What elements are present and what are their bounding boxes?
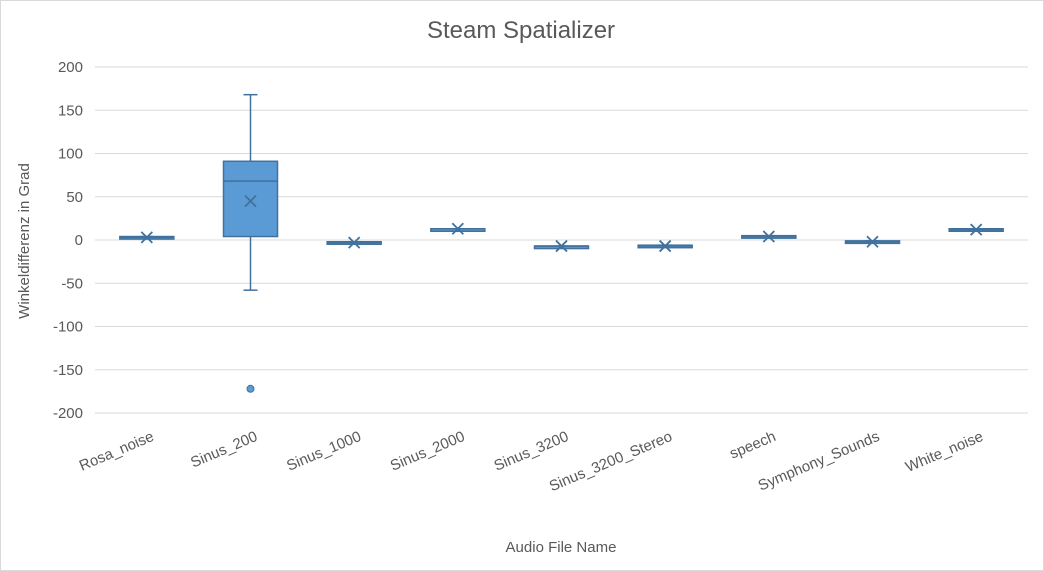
x-tick-label-6: speech	[727, 428, 778, 463]
x-tick-label-8: White_noise	[903, 428, 986, 476]
x-tick-label-3: Sinus_2000	[388, 428, 468, 475]
gridlines	[95, 66, 1028, 414]
mean-marker-6	[762, 230, 775, 243]
mean-marker-7	[866, 235, 879, 248]
mean-marker-5	[659, 239, 672, 253]
mean-marker-4	[555, 239, 568, 253]
x-axis-title: Audio File Name	[506, 539, 617, 556]
x-tick-label-0: Rosa_noise	[77, 428, 157, 475]
y-tick-label-4: 0	[75, 232, 83, 249]
mean-marker-3	[451, 222, 464, 235]
box-3	[430, 222, 486, 235]
outlier-1-0	[246, 384, 255, 393]
boxes	[119, 93, 1004, 393]
box-5	[637, 239, 693, 253]
x-axis-ticks: Rosa_noise Sinus_200 Sinus_1000 Sinus_2000 S…	[77, 428, 986, 495]
y-tick-label-1: 150	[58, 102, 83, 119]
y-tick-label-7: -150	[53, 362, 83, 379]
box-4	[533, 239, 590, 253]
y-tick-label-8: -200	[53, 405, 83, 422]
x-tick-label-2: Sinus_1000	[284, 428, 364, 475]
box-8	[948, 223, 1004, 236]
box-1	[222, 93, 279, 393]
y-axis-ticks: 200 150 100 50 0 -50 -100 -150 -200	[53, 59, 83, 422]
y-tick-label-6: -100	[53, 319, 83, 336]
mean-marker-8	[970, 223, 983, 236]
y-tick-label-5: -50	[61, 275, 83, 292]
box-6	[741, 230, 797, 243]
mean-marker-2	[348, 236, 361, 249]
box-2	[326, 236, 382, 249]
y-tick-label-3: 50	[66, 189, 83, 206]
x-tick-label-1: Sinus_200	[188, 428, 260, 471]
box-7	[844, 235, 901, 248]
mean-marker-0	[140, 231, 153, 244]
y-axis-title: Winkeldifferenz in Grad	[16, 163, 33, 319]
y-tick-label-2: 100	[58, 146, 83, 163]
x-tick-label-4: Sinus_3200	[491, 428, 571, 475]
mean-marker-1	[244, 194, 257, 208]
chart-title: Steam Spatializer	[427, 17, 615, 44]
y-tick-label-0: 200	[58, 59, 83, 76]
box-rect-1	[222, 160, 279, 238]
box-0	[119, 231, 175, 244]
